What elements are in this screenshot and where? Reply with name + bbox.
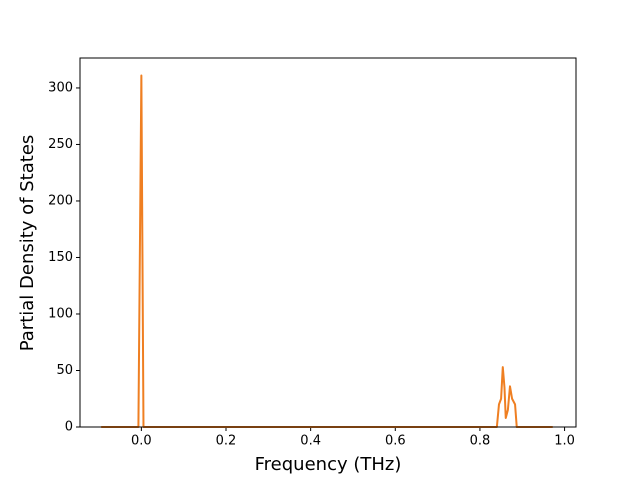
y-tick-label: 50 bbox=[56, 363, 73, 378]
y-axis-label: Partial Density of States bbox=[17, 135, 38, 352]
data-line bbox=[101, 74, 553, 428]
x-tick-label: 0.6 bbox=[385, 434, 406, 449]
x-tick-label: 0.4 bbox=[300, 434, 321, 449]
y-tick-label: 250 bbox=[48, 137, 73, 152]
x-tick-label: 0.2 bbox=[216, 434, 237, 449]
x-axis-label: Frequency (THz) bbox=[255, 454, 402, 475]
y-tick-label: 300 bbox=[48, 80, 73, 95]
y-tick-label: 200 bbox=[48, 193, 73, 208]
y-tick-label: 100 bbox=[48, 306, 73, 321]
plot-frame bbox=[79, 57, 577, 428]
y-tick-label: 0 bbox=[65, 420, 73, 435]
x-tick-label: 1.0 bbox=[554, 434, 575, 449]
x-tick-label: 0.0 bbox=[131, 434, 152, 449]
x-tick-label: 0.8 bbox=[470, 434, 491, 449]
y-tick-label: 150 bbox=[48, 250, 73, 265]
